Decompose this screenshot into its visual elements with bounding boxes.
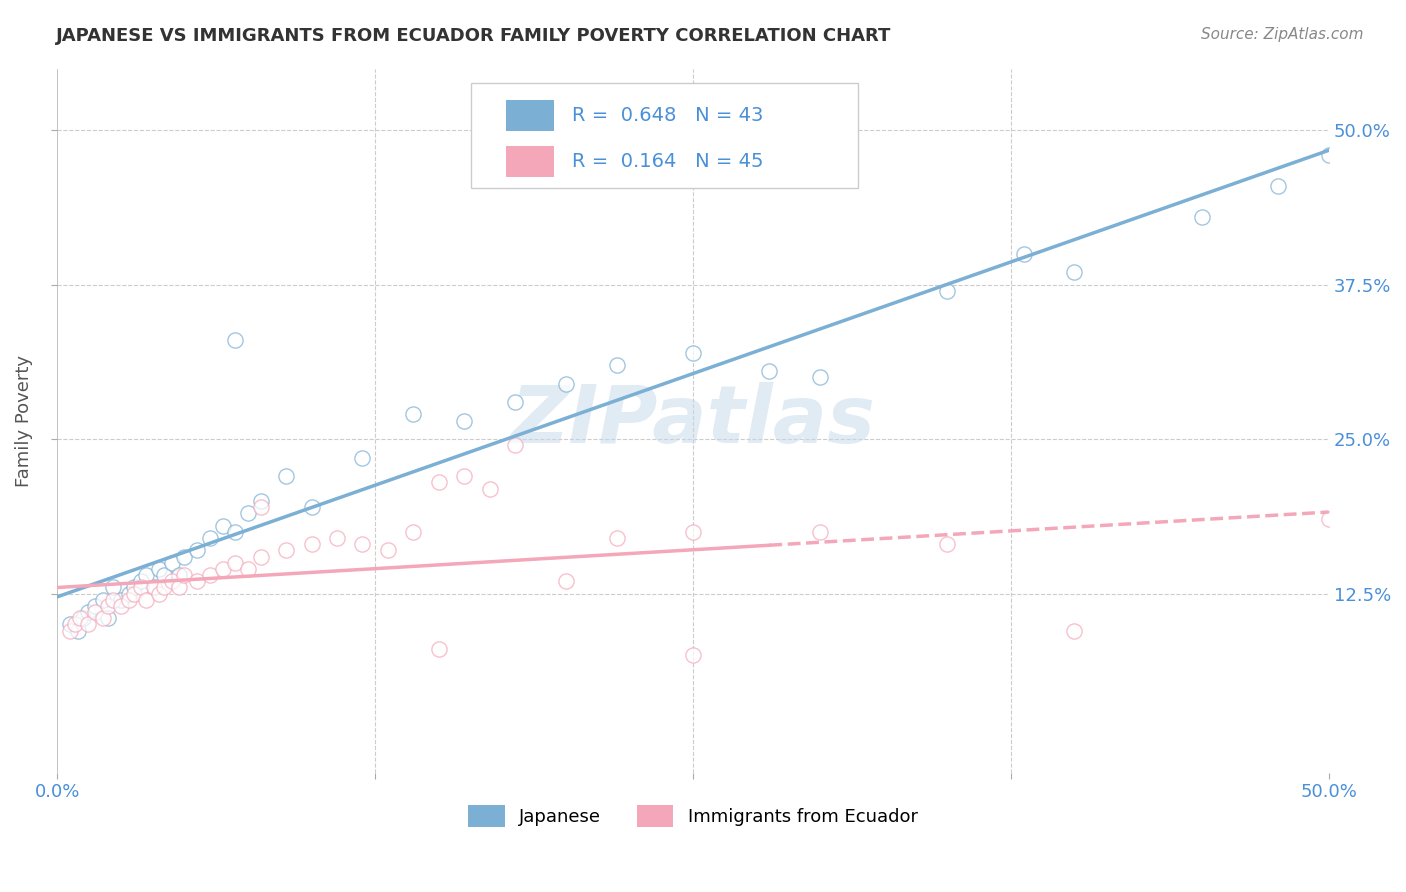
Point: [808, 370, 831, 384]
Point: [1012, 247, 1035, 261]
Point: [110, 592, 132, 607]
Point: [682, 648, 704, 663]
Point: [153, 581, 176, 595]
Point: [122, 586, 145, 600]
Point: [224, 556, 246, 570]
Point: [453, 414, 475, 428]
Point: [129, 574, 152, 589]
Point: [1191, 210, 1213, 224]
Point: [69, 611, 91, 625]
Point: [59, 624, 82, 638]
Text: JAPANESE VS IMMIGRANTS FROM ECUADOR FAMILY POVERTY CORRELATION CHART: JAPANESE VS IMMIGRANTS FROM ECUADOR FAMI…: [56, 27, 891, 45]
Point: [91, 592, 114, 607]
Point: [117, 592, 139, 607]
Point: [84, 599, 107, 613]
Point: [211, 562, 233, 576]
Point: [160, 556, 183, 570]
Point: [148, 562, 170, 576]
Point: [142, 581, 165, 595]
Point: [1317, 148, 1340, 162]
Point: [160, 574, 183, 589]
Point: [276, 543, 298, 558]
Text: ZIPatlas: ZIPatlas: [510, 382, 876, 459]
Point: [84, 605, 107, 619]
Point: [808, 524, 831, 539]
Text: R =  0.164   N = 45: R = 0.164 N = 45: [572, 152, 763, 170]
Point: [97, 611, 120, 625]
Point: [186, 574, 208, 589]
Y-axis label: Family Poverty: Family Poverty: [15, 355, 32, 487]
Point: [936, 284, 959, 298]
Point: [301, 500, 323, 515]
Point: [129, 581, 152, 595]
Point: [1317, 512, 1340, 526]
Point: [224, 334, 246, 348]
Point: [59, 617, 82, 632]
Point: [211, 518, 233, 533]
Point: [503, 395, 526, 409]
Point: [554, 574, 576, 589]
Point: [117, 586, 139, 600]
Point: [103, 581, 125, 595]
Point: [122, 581, 145, 595]
Point: [66, 624, 89, 638]
Point: [402, 408, 425, 422]
Point: [72, 611, 94, 625]
Point: [402, 524, 425, 539]
Point: [606, 531, 628, 545]
Point: [198, 531, 221, 545]
Point: [153, 568, 176, 582]
Point: [76, 617, 98, 632]
Point: [377, 543, 399, 558]
Point: [224, 524, 246, 539]
Point: [1267, 178, 1289, 193]
Point: [236, 506, 259, 520]
Point: [169, 568, 191, 582]
Point: [135, 568, 157, 582]
Point: [142, 581, 165, 595]
Point: [276, 469, 298, 483]
Point: [301, 537, 323, 551]
FancyBboxPatch shape: [471, 83, 858, 188]
Point: [103, 592, 125, 607]
Point: [606, 358, 628, 372]
Point: [186, 543, 208, 558]
Point: [936, 537, 959, 551]
Point: [198, 568, 221, 582]
Point: [63, 617, 86, 632]
Point: [110, 599, 132, 613]
Point: [503, 438, 526, 452]
Point: [148, 586, 170, 600]
Point: [326, 531, 349, 545]
Point: [249, 549, 271, 564]
Text: Source: ZipAtlas.com: Source: ZipAtlas.com: [1201, 27, 1364, 42]
Point: [135, 592, 157, 607]
Point: [427, 642, 450, 657]
Point: [478, 482, 501, 496]
Bar: [506, 100, 554, 131]
Point: [249, 500, 271, 515]
Point: [173, 549, 195, 564]
Point: [758, 364, 780, 378]
Point: [352, 537, 374, 551]
Point: [1063, 265, 1085, 279]
Point: [97, 599, 120, 613]
Point: [1063, 624, 1085, 638]
Point: [236, 562, 259, 576]
Point: [682, 345, 704, 359]
Point: [453, 469, 475, 483]
Point: [249, 494, 271, 508]
Text: R =  0.648   N = 43: R = 0.648 N = 43: [572, 106, 763, 125]
Point: [427, 475, 450, 490]
Point: [91, 611, 114, 625]
Legend: Japanese, Immigrants from Ecuador: Japanese, Immigrants from Ecuador: [461, 797, 925, 834]
Point: [76, 605, 98, 619]
Bar: [506, 145, 554, 177]
Point: [169, 581, 191, 595]
Point: [682, 524, 704, 539]
Point: [173, 568, 195, 582]
Point: [352, 450, 374, 465]
Point: [554, 376, 576, 391]
